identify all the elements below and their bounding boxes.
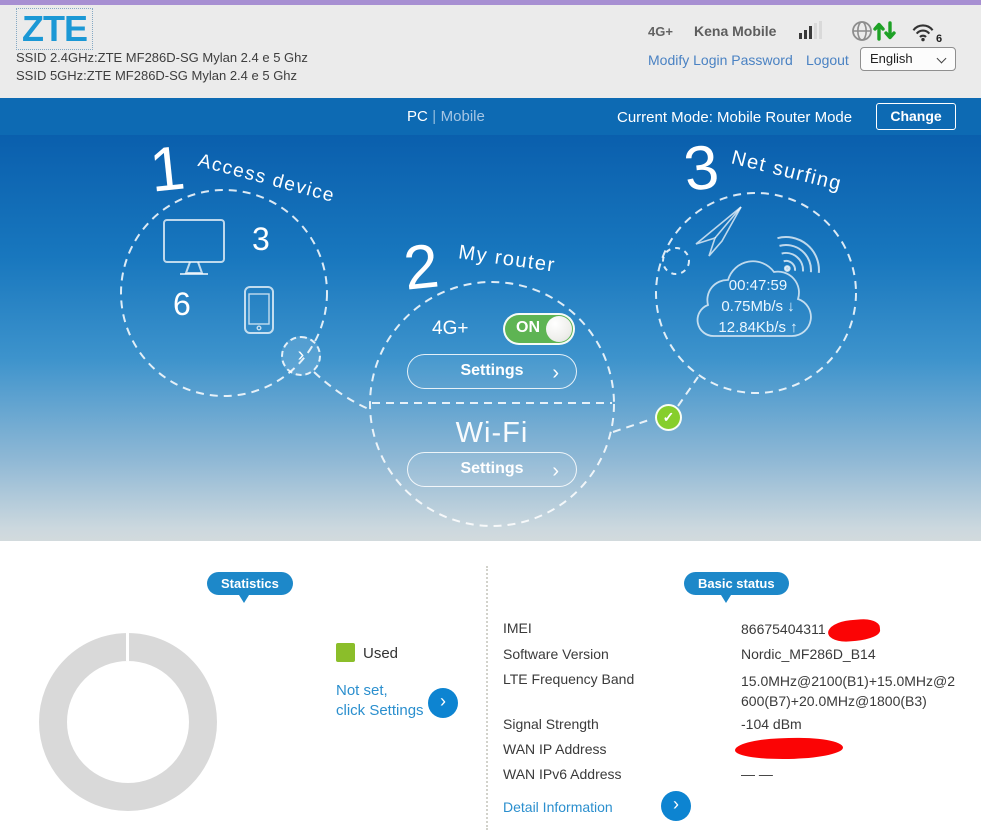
software-version-value: Nordic_MF286D_B14 bbox=[741, 646, 876, 662]
tab-separator: | bbox=[432, 108, 437, 125]
chevron-right-icon: › bbox=[552, 460, 559, 482]
not-set-line1: Not set, bbox=[336, 682, 388, 699]
step3-dashed-circle bbox=[655, 192, 857, 394]
wan-ipv6-label: WAN IPv6 Address bbox=[503, 766, 622, 782]
toggle-knob bbox=[546, 316, 572, 342]
wifi-status-icon bbox=[912, 24, 934, 42]
not-set-line2: click Settings bbox=[336, 702, 424, 719]
chevron-right-icon: › bbox=[552, 362, 559, 384]
panel-divider bbox=[486, 566, 488, 830]
statistics-badge-pointer bbox=[239, 595, 249, 603]
wifi-settings-button[interactable]: Settings › bbox=[407, 452, 577, 487]
step3-number: 3 bbox=[680, 132, 722, 205]
legend-used-swatch bbox=[336, 643, 355, 662]
lte-frequency-band-label: LTE Frequency Band bbox=[503, 671, 635, 687]
donut-gap bbox=[126, 633, 129, 661]
imei-value: 86675404311 bbox=[741, 617, 881, 644]
lte-frequency-band-value: 15.0MHz@2100(B1)+15.0MHz@2600(B7)+20.0MH… bbox=[741, 673, 956, 709]
language-selected: English bbox=[870, 51, 913, 66]
upload-rate: 12.84Kb/s ↑ bbox=[718, 319, 798, 336]
signal-strength-value: -104 dBm bbox=[741, 716, 802, 732]
basic-status-badge-pointer bbox=[721, 595, 731, 603]
paper-plane-icon bbox=[695, 206, 742, 257]
hero-line-art bbox=[120, 189, 857, 527]
software-version-label: Software Version bbox=[503, 646, 609, 662]
tab-mobile[interactable]: Mobile bbox=[440, 108, 485, 125]
ssid-2-4ghz: SSID 2.4GHz:ZTE MF286D-SG Mylan 2.4 e 5 … bbox=[16, 50, 308, 65]
current-mode-label: Current Mode: Mobile Router Mode bbox=[617, 109, 853, 126]
imei-number: 86675404311 bbox=[741, 621, 826, 638]
browser-accent-strip bbox=[0, 0, 981, 5]
step1-number: 1 bbox=[146, 133, 188, 206]
legend-used-label: Used bbox=[363, 645, 399, 662]
cloud-icon bbox=[696, 260, 812, 337]
chevron-down-icon bbox=[936, 53, 947, 64]
connector-check-step3 bbox=[677, 376, 699, 407]
statistics-badge: Statistics bbox=[207, 572, 293, 595]
wifi-client-count: 6 bbox=[936, 33, 943, 45]
wifi-waves-icon bbox=[777, 236, 820, 273]
logout-link[interactable]: Logout bbox=[806, 52, 849, 68]
wifi-settings-label: Settings bbox=[460, 460, 524, 477]
connector-step1-step2 bbox=[313, 371, 372, 411]
ssid-5ghz: SSID 5GHz:ZTE MF286D-SG Mylan 2.4 e 5 Gh… bbox=[16, 68, 298, 83]
plane-trail-loop bbox=[662, 247, 690, 275]
step1-dashed-circle bbox=[120, 189, 328, 397]
detail-information-arrow-button[interactable]: › bbox=[661, 791, 691, 821]
signal-bars-icon bbox=[799, 21, 822, 39]
download-rate: 0.75Mb/s ↓ bbox=[721, 298, 795, 315]
online-time: 00:47:59 bbox=[728, 277, 788, 294]
connected-check-icon: ✓ bbox=[655, 404, 682, 431]
redaction-mark bbox=[734, 736, 844, 761]
network-type-badge: 4G+ bbox=[648, 24, 673, 39]
connector-step2-check bbox=[612, 418, 653, 433]
wireless-device-count: 6 bbox=[173, 286, 191, 322]
change-mode-button[interactable]: Change bbox=[876, 103, 956, 130]
hero-background bbox=[0, 135, 981, 541]
statistics-settings-arrow-button[interactable]: › bbox=[428, 688, 458, 718]
view-switcher: PC | Mobile bbox=[407, 108, 485, 126]
imei-label: IMEI bbox=[503, 620, 532, 636]
step2-dashed-circle bbox=[369, 281, 615, 527]
step2-number: 2 bbox=[400, 231, 442, 304]
hero-top-bar bbox=[0, 98, 981, 135]
signal-strength-label: Signal Strength bbox=[503, 716, 599, 732]
zte-logo: ZTE bbox=[16, 8, 93, 50]
redaction-mark bbox=[826, 617, 881, 644]
detail-information-link[interactable]: Detail Information bbox=[503, 799, 613, 815]
globe-icon bbox=[852, 21, 872, 41]
smartphone-icon bbox=[244, 286, 274, 334]
tab-pc[interactable]: PC bbox=[407, 108, 428, 125]
access-device-arrow-button[interactable]: › bbox=[281, 336, 321, 376]
basic-status-badge: Basic status bbox=[684, 572, 789, 595]
wan-ipv6-value: — — bbox=[741, 766, 773, 782]
wan-ip-label: WAN IP Address bbox=[503, 741, 607, 757]
operator-name: Kena Mobile bbox=[694, 23, 777, 39]
modify-login-password-link[interactable]: Modify Login Password bbox=[648, 52, 793, 68]
toggle-on-label: ON bbox=[516, 319, 540, 336]
monitor-icon bbox=[163, 219, 225, 275]
not-set-click-settings-link[interactable]: Not set, click Settings bbox=[336, 681, 424, 721]
wifi-section-label: Wi-Fi bbox=[455, 417, 529, 449]
language-select[interactable]: English bbox=[860, 47, 956, 71]
wired-device-count: 3 bbox=[252, 221, 270, 257]
network-4g-label: 4G+ bbox=[432, 318, 469, 339]
network-toggle[interactable]: ON bbox=[503, 313, 575, 345]
header bbox=[0, 5, 981, 98]
connection-stats: 00:47:59 0.75Mb/s ↓ 12.84Kb/s ↑ bbox=[694, 275, 822, 338]
network-settings-label: Settings bbox=[460, 362, 524, 379]
network-settings-button[interactable]: Settings › bbox=[407, 354, 577, 389]
traffic-arrows-icon bbox=[873, 21, 896, 41]
